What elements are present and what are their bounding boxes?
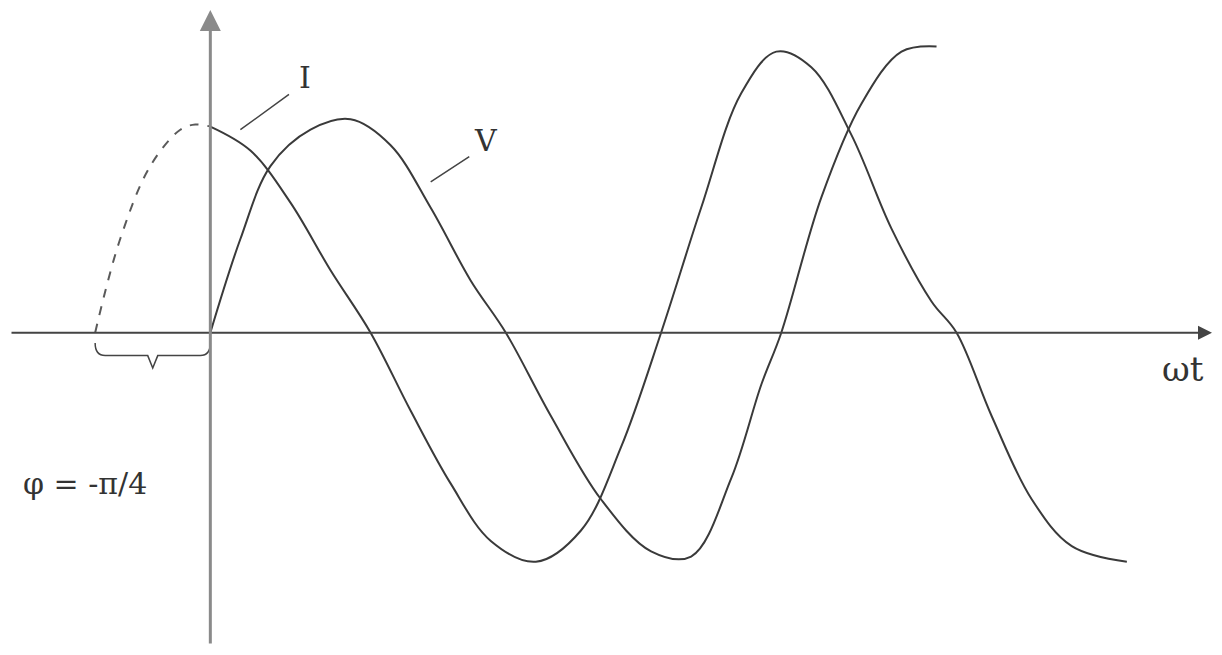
svg-text:φ = -π/4: φ = -π/4 xyxy=(23,466,147,501)
svg-text:ωt: ωt xyxy=(1162,349,1204,389)
svg-text:V: V xyxy=(474,123,498,158)
svg-text:I: I xyxy=(299,60,311,95)
